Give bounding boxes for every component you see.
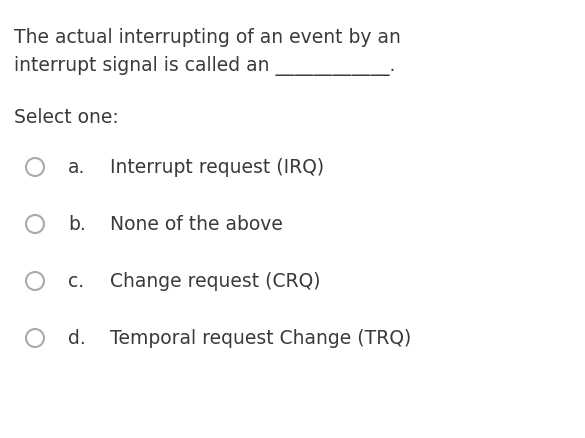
Text: c.: c. xyxy=(68,272,84,290)
Text: None of the above: None of the above xyxy=(110,215,283,233)
Text: a.: a. xyxy=(68,158,85,177)
Text: b.: b. xyxy=(68,215,86,233)
Text: Select one:: Select one: xyxy=(14,108,119,127)
Text: The actual interrupting of an event by an: The actual interrupting of an event by a… xyxy=(14,28,401,47)
Text: d.: d. xyxy=(68,328,86,347)
Text: Change request (CRQ): Change request (CRQ) xyxy=(110,272,321,290)
Text: Interrupt request (IRQ): Interrupt request (IRQ) xyxy=(110,158,324,177)
Text: Temporal request Change (TRQ): Temporal request Change (TRQ) xyxy=(110,328,411,347)
Text: interrupt signal is called an ____________.: interrupt signal is called an __________… xyxy=(14,56,395,76)
